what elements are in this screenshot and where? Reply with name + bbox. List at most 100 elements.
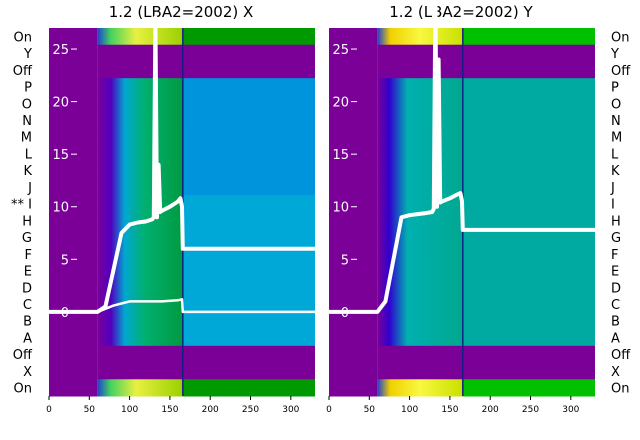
cell-b-right — [182, 312, 315, 330]
cell-m-left — [49, 128, 98, 146]
x-tick-label: 300 — [282, 405, 299, 415]
row-label: M — [21, 131, 32, 146]
row-label: On — [14, 382, 32, 397]
y-tick-label: 20 — [52, 96, 69, 111]
cell-j-band — [377, 178, 463, 196]
y-tick-label: 0 — [61, 306, 69, 321]
cell-d-right — [462, 278, 595, 297]
cell-on-left — [49, 28, 98, 46]
cell-n-left — [329, 111, 378, 129]
panel-x: 1.2 (LBA2=2002) X 0 5 10 15 20 25 0 50 100 150 20… — [11, 3, 315, 415]
cell-g-right — [462, 228, 595, 246]
x-tick-label: 150 — [161, 405, 178, 415]
cell-b-right — [462, 312, 595, 330]
x-tick-label: 250 — [242, 405, 259, 415]
cell-m-band — [377, 128, 463, 146]
row-label: C — [23, 298, 32, 313]
row-label: Y — [610, 47, 619, 62]
cell-a-right — [462, 329, 595, 347]
cell-c-right — [182, 295, 315, 313]
cell-p-left — [49, 78, 98, 96]
cell-h-right — [462, 212, 595, 230]
cell-o-left — [49, 94, 98, 113]
cell-off-left — [49, 61, 98, 79]
cell-on-band — [97, 379, 183, 397]
cell-i-left — [49, 195, 98, 213]
row-label: X — [23, 365, 32, 380]
cell-d-left — [329, 278, 378, 297]
cell-off-band — [97, 61, 183, 79]
y-tick-label: 15 — [332, 148, 349, 163]
row-label: L — [25, 147, 33, 162]
cell-p-right — [182, 78, 315, 96]
chart-title-x: 1.2 (LBA2=2002) X — [109, 3, 254, 21]
cell-i-band — [97, 195, 183, 213]
cell-n-left — [49, 111, 98, 129]
row-label: L — [611, 147, 619, 162]
cell-i-left — [329, 195, 378, 213]
row-label: X — [611, 365, 620, 380]
y-tick-label: 20 — [332, 96, 349, 111]
row-label: E — [24, 265, 32, 280]
row-label: On — [14, 30, 32, 45]
y-ticks-x: 0 5 10 15 20 25 — [52, 43, 77, 321]
cell-on-band — [97, 28, 183, 46]
cell-o-band — [377, 94, 463, 113]
cell-l-right — [182, 145, 315, 163]
y-tick-label: 5 — [341, 253, 349, 268]
x-tick-label: 50 — [84, 405, 96, 415]
cell-off-right — [182, 61, 315, 79]
row-label: Off — [13, 64, 33, 79]
y-tick-label: 10 — [332, 201, 349, 216]
row-label: O — [611, 97, 621, 112]
row-label: E — [611, 265, 619, 280]
row-label: F — [25, 248, 32, 263]
cell-on-right — [462, 379, 595, 397]
cell-y-left — [329, 44, 378, 62]
cell-c-left — [329, 295, 378, 313]
cell-k-left — [49, 161, 98, 180]
cell-h-left — [49, 212, 98, 230]
cell-off-left — [329, 345, 378, 364]
cell-m-left — [329, 128, 378, 146]
row-label: F — [611, 248, 618, 263]
cell-n-band — [377, 111, 463, 129]
row-label: B — [611, 315, 620, 330]
cell-b-left — [49, 312, 98, 330]
cell-b-left — [329, 312, 378, 330]
cell-f-right — [462, 245, 595, 263]
row-label: B — [23, 315, 32, 330]
cell-y-right — [462, 44, 595, 62]
row-label: D — [22, 281, 32, 296]
row-label: Off — [611, 348, 631, 363]
cell-c-left — [49, 295, 98, 313]
cell-on-right — [182, 28, 315, 46]
cell-a-right — [182, 329, 315, 347]
row-label: J — [610, 181, 615, 196]
cell-f-left — [49, 245, 98, 263]
cell-on-band — [377, 28, 463, 46]
chart-title-y: 1.2 (LBA2=2002) Y — [389, 3, 533, 21]
y-tick-label: 25 — [332, 43, 349, 58]
trace-line — [49, 15, 315, 314]
cell-on-left — [329, 379, 378, 397]
y-tick-label: 25 — [52, 43, 69, 58]
row-label: P — [24, 81, 32, 96]
trace-line — [49, 298, 315, 314]
traces-x — [49, 15, 315, 314]
cell-o-left — [329, 94, 378, 113]
cell-d-band — [97, 278, 183, 297]
cell-k-left — [329, 161, 378, 180]
row-label: H — [611, 214, 621, 229]
cell-b-band — [97, 312, 183, 330]
row-label: A — [23, 331, 32, 346]
cell-on-right — [462, 28, 595, 46]
cell-on-left — [329, 28, 378, 46]
cell-m-right — [182, 128, 315, 146]
cell-b-band — [377, 312, 463, 330]
x-tick-label: 200 — [202, 405, 219, 415]
row-label: C — [611, 298, 620, 313]
cell-off-right — [462, 61, 595, 79]
cell-e-left — [329, 262, 378, 280]
